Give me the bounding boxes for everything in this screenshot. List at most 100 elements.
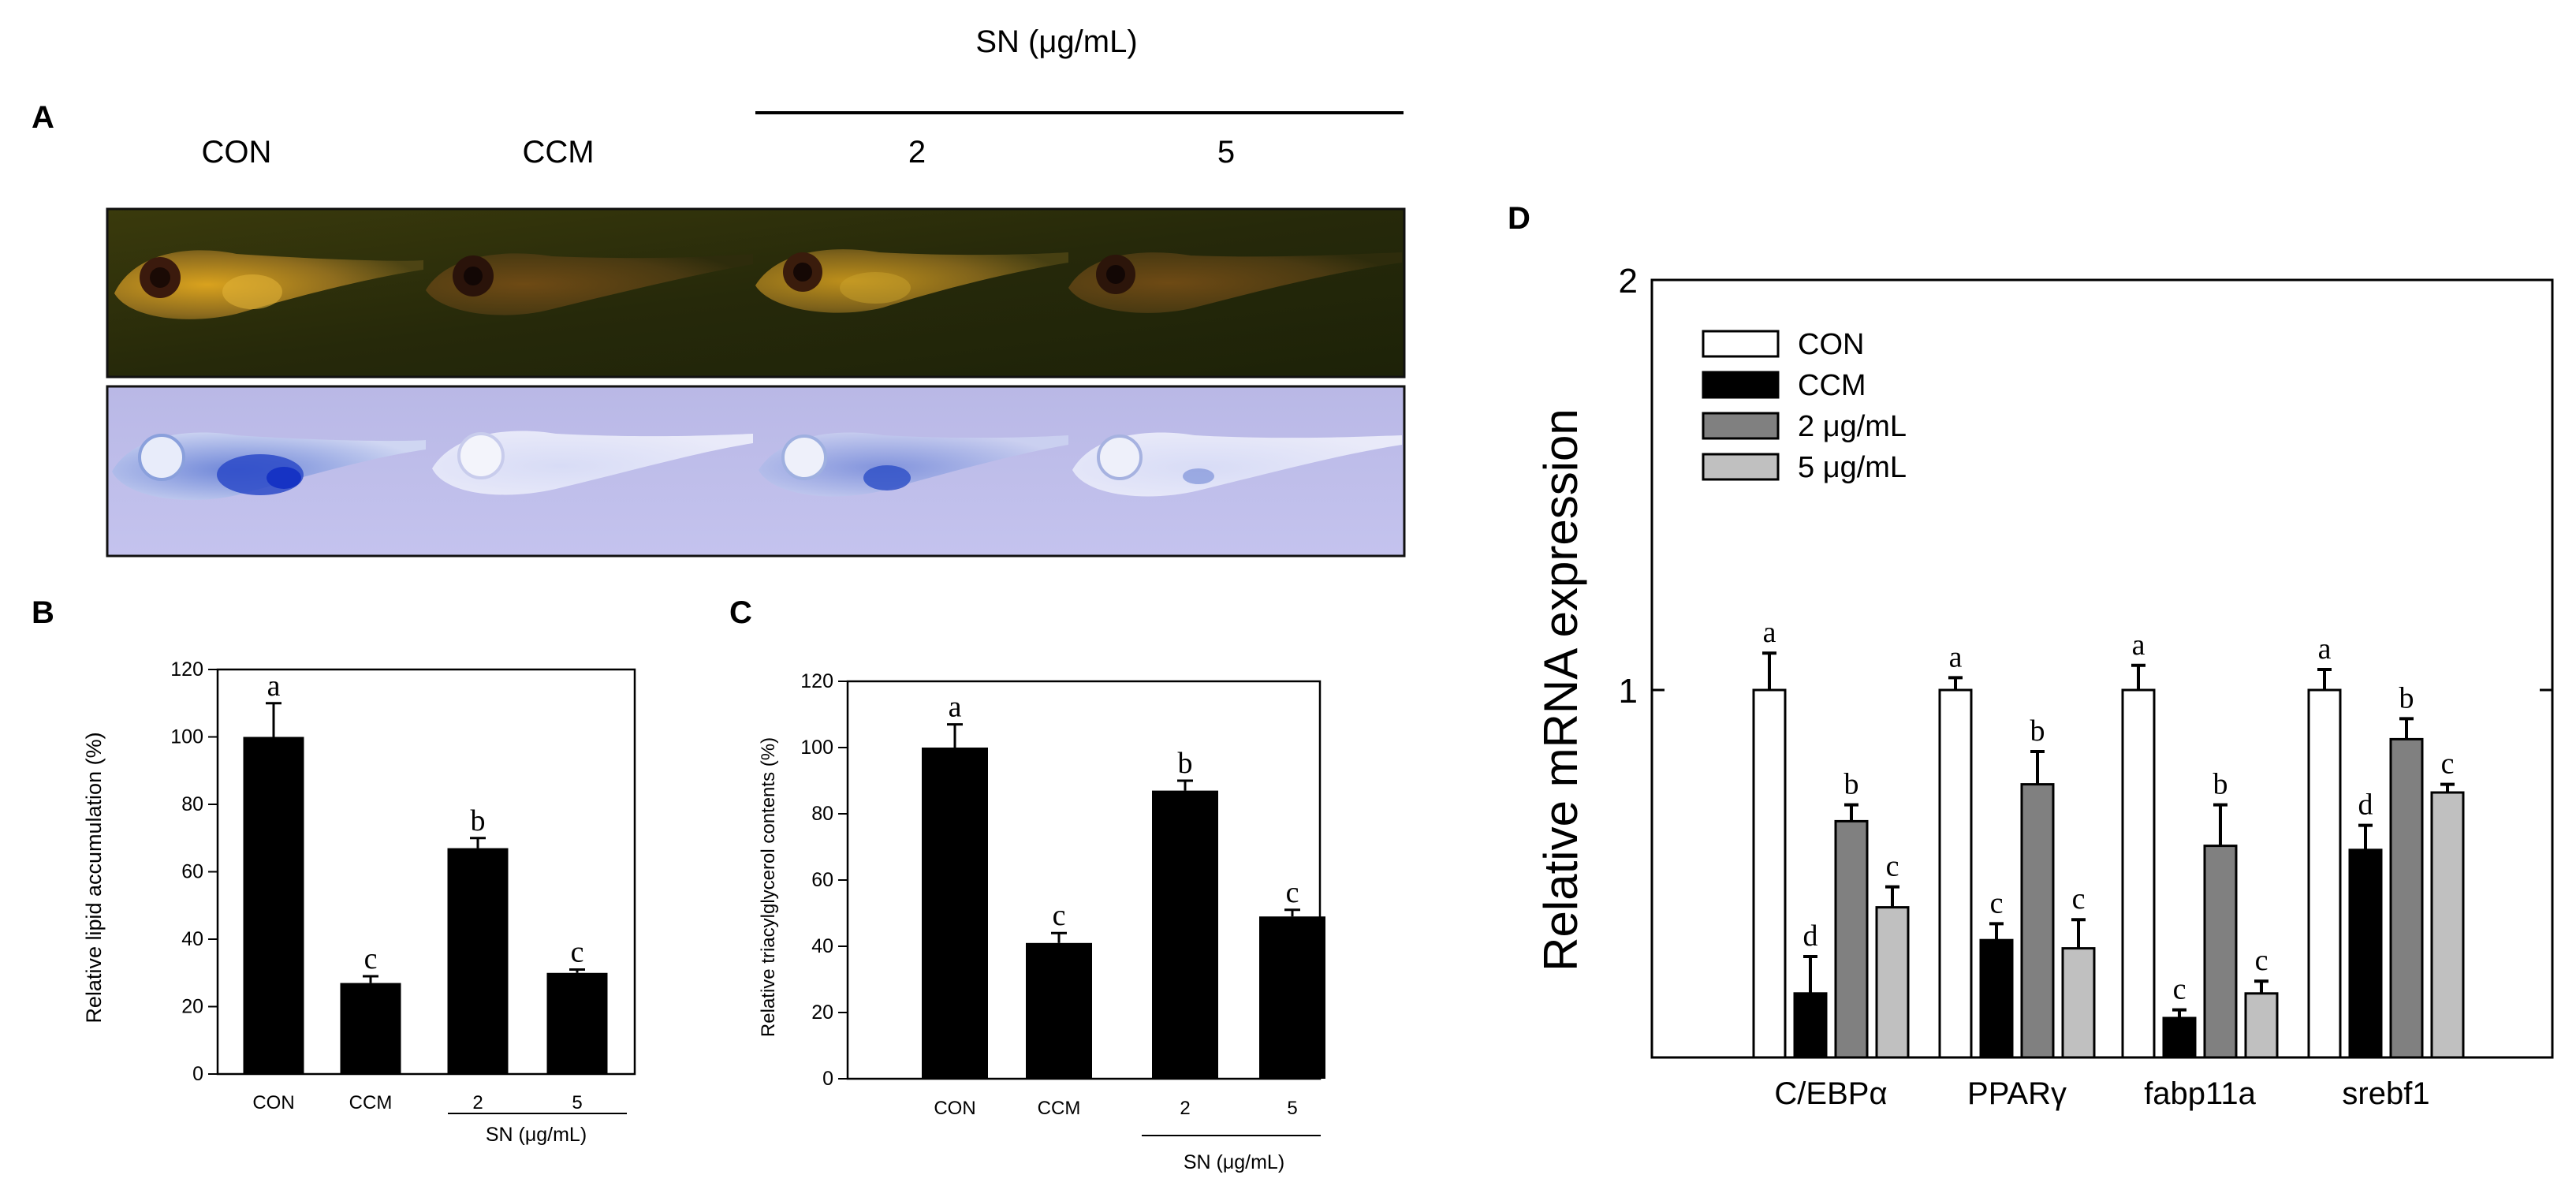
chart-c-ytick-label: 100	[800, 737, 833, 759]
chart-c-significance-letter: c	[1053, 899, 1066, 932]
chart-c-significance-letter: c	[1286, 876, 1299, 909]
chart-d-bar	[1979, 938, 2014, 1059]
chart-d-significance-letter: b	[2030, 714, 2045, 748]
chart-b-ytick-label: 0	[192, 1063, 203, 1085]
chart-c-ytick-label: 40	[811, 935, 833, 957]
chart-d-significance-letter: c	[2441, 748, 2455, 781]
chart-d-legend-label: CON	[1798, 328, 1864, 361]
fish-fluorescence-con	[114, 250, 423, 319]
column-label-5: 5	[1217, 135, 1235, 170]
chart-b-bar	[546, 972, 608, 1074]
chart-d-significance-letter: b	[2213, 768, 2228, 801]
oil-red-stain-image-row	[106, 385, 1406, 558]
chart-b-category-label: 2	[472, 1092, 483, 1113]
fish-stain-con	[112, 432, 426, 501]
chart-b-bar	[340, 983, 401, 1074]
chart-d-bar	[1938, 688, 1973, 1059]
chart-d-significance-letter: d	[1803, 919, 1818, 953]
chart-d-bar	[1834, 819, 1869, 1059]
panel-d-letter: D	[1508, 201, 1530, 236]
chart-c-bar	[1026, 942, 1092, 1079]
chart-d-bar	[2307, 688, 2342, 1059]
chart-b-ytick-label: 20	[181, 996, 203, 1018]
panel-a-letter: A	[32, 100, 54, 135]
chart-c-ytick-label: 120	[800, 670, 833, 692]
chart-d-legend-label: 5 μg/mL	[1798, 451, 1907, 484]
panel-a: A SN (μg/mL) CON CCM 2 5	[32, 24, 1406, 558]
chart-d-legend-label: CCM	[1798, 369, 1866, 402]
chart-b-ytick-label: 100	[170, 726, 203, 748]
chart-d-bar	[2121, 688, 2156, 1059]
chart-d-significance-letter: c	[1990, 886, 2004, 919]
chart-d-legend-swatch	[1702, 412, 1780, 440]
chart-b-bar	[243, 737, 304, 1074]
fish-stain-2	[759, 432, 1068, 497]
chart-d-bar	[2162, 1016, 2197, 1059]
column-label-2: 2	[908, 135, 926, 170]
chart-b-ytick-label: 120	[170, 658, 203, 681]
chart-b-significance-letter: c	[364, 942, 378, 975]
chart-d-bar	[2244, 992, 2279, 1059]
chart-d-significance-letter: c	[1886, 850, 1899, 883]
fluorescence-image-row	[106, 207, 1406, 379]
chart-d-ytick-label: 2	[1619, 262, 1638, 300]
chart-b-significance-letter: c	[571, 935, 584, 968]
chart-d-category-label: fabp11a	[2144, 1076, 2256, 1111]
panel-b-letter: B	[32, 595, 54, 630]
chart-d-bar	[2348, 848, 2383, 1059]
chart-d-ytick-label: 1	[1619, 672, 1638, 710]
chart-d-legend-swatch	[1702, 371, 1780, 399]
chart-d-ylabel: Relative mRNA expression	[1534, 408, 1587, 972]
chart-c-category-label: 2	[1180, 1098, 1190, 1119]
chart-d-significance-letter: c	[2255, 944, 2268, 977]
chart-d-significance-letter: a	[2318, 632, 2332, 666]
chart-d-bar	[2430, 791, 2465, 1059]
chart-d-legend-swatch	[1702, 330, 1780, 358]
panel-b: B Relative lipid accumulation (%) 0 20 40 6…	[32, 595, 636, 1146]
column-label-con: CON	[202, 135, 272, 170]
chart-b-bar	[447, 848, 509, 1074]
chart-d-category-label: srebf1	[2342, 1076, 2429, 1111]
chart-d-significance-letter: c	[2173, 973, 2186, 1006]
panel-c-letter: C	[729, 595, 752, 630]
chart-c-ytick-label: 20	[811, 1001, 833, 1024]
chart-d-bar	[2203, 845, 2238, 1059]
chart-c-ytick-label: 60	[811, 869, 833, 891]
chart-d-bar	[1793, 992, 1828, 1059]
chart-c-category-label: CCM	[1038, 1098, 1081, 1119]
chart-d-category-label: C/EBPα	[1774, 1076, 1887, 1111]
chart-b-ytick-label: 60	[181, 861, 203, 883]
sn-header-label: SN (μg/mL)	[975, 24, 1137, 59]
chart-d-bar	[1875, 906, 1910, 1059]
panel-d: D Relative mRNA expression 1 2 a d b c C/EBPα a…	[1508, 201, 2554, 1111]
chart-d-bar	[2061, 947, 2096, 1059]
chart-d-bar	[2020, 783, 2055, 1059]
chart-b-xlabel: SN (μg/mL)	[486, 1124, 587, 1146]
chart-c-ytick-label: 80	[811, 803, 833, 825]
chart-c-significance-letter: a	[949, 691, 962, 724]
chart-c-ylabel: Relative triacylglycerol contents (%)	[758, 737, 779, 1037]
chart-d-bar	[2389, 737, 2424, 1059]
column-label-ccm: CCM	[522, 135, 594, 170]
fish-fluorescence-ccm	[426, 253, 753, 315]
chart-d-significance-letter: d	[2358, 789, 2373, 822]
chart-b-ylabel: Relative lipid accumulation (%)	[82, 732, 106, 1023]
chart-d-plot: 1 2 a d b c C/EBPα a c b c PPARγ a c b c fabp11a a d b c sreb…	[1619, 262, 2552, 1111]
chart-b-category-label: CCM	[349, 1092, 393, 1113]
fish-fluorescence-5	[1068, 252, 1402, 313]
chart-d-category-label: PPARγ	[1967, 1076, 2067, 1111]
chart-c-significance-letter: b	[1178, 747, 1193, 780]
chart-d-legend: CON CCM 2 μg/mL 5 μg/mL	[1702, 328, 1907, 484]
chart-d-significance-letter: a	[1763, 616, 1776, 649]
chart-d-legend-swatch	[1702, 453, 1780, 481]
chart-d-significance-letter: a	[1949, 640, 1963, 673]
panel-c: C Relative triacylglycerol contents (%) …	[729, 595, 1325, 1173]
chart-b-significance-letter: a	[267, 669, 281, 703]
chart-d-significance-letter: c	[2072, 882, 2086, 916]
chart-d-significance-letter: b	[2399, 681, 2414, 714]
fish-stain-ccm	[432, 431, 753, 495]
chart-c-ytick-label: 0	[822, 1068, 833, 1090]
chart-c-category-label: 5	[1287, 1098, 1297, 1119]
fish-stain-5	[1072, 432, 1402, 497]
